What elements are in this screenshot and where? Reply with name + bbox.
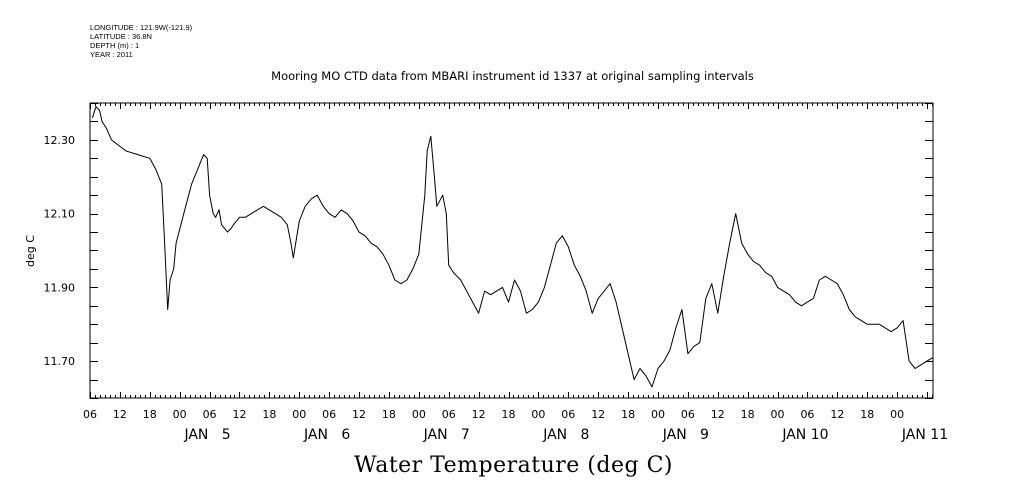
y-tick-label: 11.70: [44, 355, 76, 368]
x-axis-label: Water Temperature (deg C): [0, 453, 1009, 478]
metadata-block: LONGITUDE : 121.9W(-121.9) LATITUDE : 36…: [90, 23, 192, 59]
x-hour-tick-label: 18: [741, 408, 755, 421]
x-hour-tick-label: 06: [442, 408, 456, 421]
x-day-label: JAN 9: [662, 427, 709, 443]
x-hour-tick-label: 12: [113, 408, 127, 421]
x-hour-tick-label: 00: [771, 408, 785, 421]
x-hour-tick-label: 06: [800, 408, 814, 421]
x-hour-tick-label: 06: [561, 408, 575, 421]
x-hour-tick-label: 18: [382, 408, 396, 421]
x-hour-tick-label: 12: [232, 408, 246, 421]
x-hour-tick-label: 06: [203, 408, 217, 421]
x-hour-tick-label: 18: [860, 408, 874, 421]
x-day-label: JAN 11: [901, 427, 948, 443]
x-hour-tick-label: 06: [681, 408, 695, 421]
x-day-label: JAN 10: [781, 427, 828, 443]
series-line: [91, 106, 934, 388]
x-hour-tick-label: 00: [651, 408, 665, 421]
longitude-text: LONGITUDE : 121.9W(-121.9): [90, 23, 193, 32]
x-day-label: JAN 5: [183, 427, 230, 443]
latitude-text: LATITUDE : 36.8N: [90, 32, 152, 41]
x-hour-tick-label: 00: [292, 408, 306, 421]
y-tick-label: 11.90: [44, 281, 76, 294]
x-hour-tick-label: 12: [472, 408, 486, 421]
x-hour-tick-label: 00: [531, 408, 545, 421]
x-hour-tick-label: 12: [352, 408, 366, 421]
x-hour-tick-label: 06: [83, 408, 97, 421]
plot-frame: [89, 102, 934, 399]
x-day-label: JAN 7: [423, 427, 470, 443]
chart-title: Mooring MO CTD data from MBARI instrumen…: [0, 69, 1009, 83]
depth-text: DEPTH (m) : 1: [90, 41, 140, 50]
y-axis-label: deg C: [24, 235, 37, 267]
x-hour-tick-label: 18: [502, 408, 516, 421]
x-axis-label-text: Water Temperature (deg C): [354, 453, 673, 478]
x-day-label: JAN 6: [303, 427, 350, 443]
x-day-label: JAN 8: [542, 427, 589, 443]
x-hour-tick-label: 18: [621, 408, 635, 421]
x-hour-tick-label: 12: [711, 408, 725, 421]
x-hour-tick-label: 00: [412, 408, 426, 421]
year-text: YEAR : 2011: [90, 50, 133, 59]
chart-title-text: Mooring MO CTD data from MBARI instrumen…: [271, 69, 754, 83]
x-hour-tick-label: 18: [262, 408, 276, 421]
x-hour-tick-label: 06: [322, 408, 336, 421]
x-hour-tick-label: 00: [173, 408, 187, 421]
y-tick-label: 12.10: [44, 208, 76, 221]
x-hour-tick-label: 12: [591, 408, 605, 421]
y-tick-label: 12.30: [44, 134, 76, 147]
x-hour-tick-label: 12: [830, 408, 844, 421]
x-hour-tick-label: 18: [143, 408, 157, 421]
x-hour-tick-label: 00: [890, 408, 904, 421]
